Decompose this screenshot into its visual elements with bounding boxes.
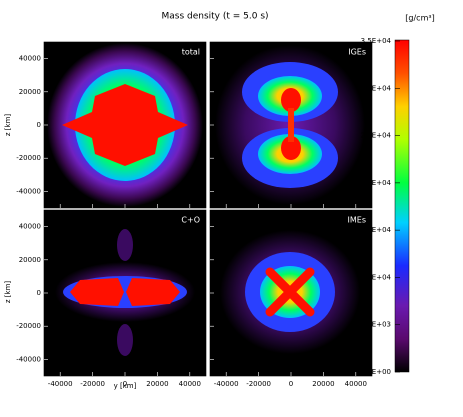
colorbar-tick-label: 3.5E+04	[361, 37, 392, 45]
x-label: y [km]	[114, 382, 137, 390]
x-tick-label: 40000	[179, 380, 201, 388]
x-tick-label: -40000	[48, 380, 73, 388]
y-tick-label: -20000	[16, 322, 41, 330]
colorbar	[394, 39, 410, 373]
panel-label: total	[182, 48, 200, 57]
y-tick-label: 0	[37, 121, 41, 129]
iges-map	[215, 45, 365, 205]
y-tick-label: -20000	[16, 154, 41, 162]
x-tick-label: 20000	[312, 380, 334, 388]
y-tick-label: 0	[37, 289, 41, 297]
colorbar-tick-label: 2.0E+04	[361, 179, 392, 187]
co-map	[55, 229, 195, 356]
y-tick-label: -40000	[16, 355, 41, 363]
x-tick-label: -20000	[80, 380, 105, 388]
x-tick-label: 0	[289, 380, 293, 388]
colorbar-tick-label: 3.0E+04	[361, 84, 392, 92]
imes-map	[220, 230, 360, 354]
x-tick-label: -40000	[214, 380, 239, 388]
y-tick-label: 40000	[19, 223, 41, 231]
colorbar-label: [g/cm³]	[405, 14, 434, 23]
y-label: z [km]	[4, 114, 12, 137]
title: Mass density (t = 5.0 s)	[161, 12, 268, 22]
y-tick-label: 20000	[19, 88, 41, 96]
y-tick-label: 40000	[19, 55, 41, 63]
y-tick-label: -40000	[16, 187, 41, 195]
x-tick-label: -20000	[246, 380, 271, 388]
y-label: z [km]	[4, 281, 12, 304]
panel-label: C+O	[181, 216, 200, 225]
colorbar-tick-label: 0.0E+00	[361, 368, 391, 376]
colorbar-tick-label: 2.5E+04	[361, 132, 392, 140]
colorbar-tick-label: 1.5E+04	[361, 226, 392, 234]
total-map	[47, 43, 203, 207]
x-tick-label: 40000	[345, 380, 367, 388]
y-tick-label: 20000	[19, 256, 41, 264]
panel-label: IGEs	[348, 48, 366, 57]
x-tick-label: 0	[123, 380, 127, 388]
x-tick-label: 20000	[146, 380, 168, 388]
colorbar-tick-label: 1.0E+04	[361, 273, 392, 281]
panel-label: IMEs	[348, 216, 366, 225]
colorbar-tick-label: 5.0E+03	[361, 321, 391, 329]
